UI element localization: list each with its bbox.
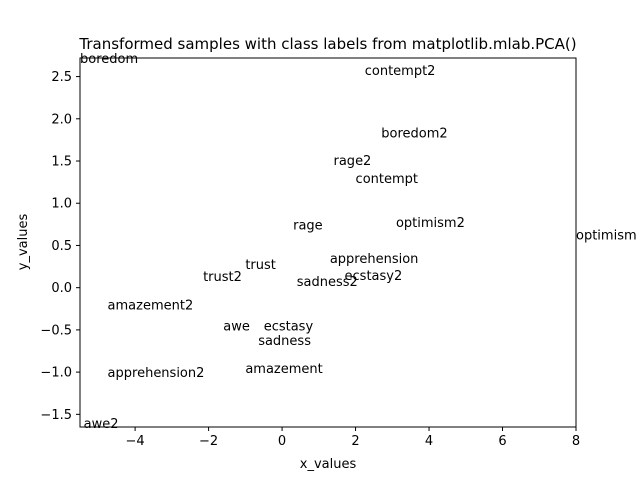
point-label-contempt: contempt <box>356 172 418 187</box>
x-tick-label: 0 <box>278 434 286 449</box>
y-tick-label: −0.5 <box>40 323 72 338</box>
x-tick-label: −2 <box>199 434 218 449</box>
point-label-trust: trust <box>245 258 276 273</box>
point-label-optimism: optimism <box>576 228 637 243</box>
point-label-sadness: sadness <box>258 334 311 349</box>
y-tick-label: −1.0 <box>40 366 72 381</box>
y-tick-label: 0.0 <box>51 281 72 296</box>
point-label-awe: awe <box>223 320 250 335</box>
point-label-ecstasy: ecstasy <box>264 320 314 335</box>
point-label-contempt2: contempt2 <box>365 64 436 79</box>
x-axis-title: x_values <box>300 457 357 472</box>
plot-area-frame <box>79 57 577 428</box>
point-label-boredom2: boredom2 <box>381 126 447 141</box>
x-tick-label: 2 <box>351 434 359 449</box>
point-label-apprehension: apprehension <box>330 252 419 267</box>
y-tick-label: 2.0 <box>51 112 72 127</box>
x-tick-label: −4 <box>126 434 145 449</box>
y-tick-label: 1.5 <box>51 155 72 170</box>
point-label-trust2: trust2 <box>203 270 242 285</box>
y-tick-label: 2.5 <box>51 70 72 85</box>
x-tick-label: 8 <box>572 434 580 449</box>
y-tick-label: 0.5 <box>51 239 72 254</box>
y-tick-label: 1.0 <box>51 197 72 212</box>
point-label-amazement: amazement <box>245 362 322 377</box>
point-label-optimism2: optimism2 <box>396 216 465 231</box>
point-label-apprehension2: apprehension2 <box>108 366 205 381</box>
chart-title: Transformed samples with class labels fr… <box>78 35 576 53</box>
point-label-rage2: rage2 <box>334 154 372 169</box>
point-label-amazement2: amazement2 <box>108 299 194 314</box>
point-label-sadness2: sadness2 <box>297 275 358 290</box>
x-axis: −4 −2 0 2 4 6 8 <box>126 427 580 449</box>
point-labels: boredom contempt2 boredom2 rage2 contempt opt… <box>80 52 637 432</box>
x-tick-label: 6 <box>498 434 506 449</box>
x-tick-label: 4 <box>425 434 433 449</box>
point-label-boredom: boredom <box>80 52 138 67</box>
point-label-ecstasy2: ecstasy2 <box>345 269 403 284</box>
y-axis-title: y_values <box>16 214 31 271</box>
y-tick-label: −1.5 <box>40 408 72 423</box>
point-label-awe2: awe2 <box>84 417 119 432</box>
point-label-rage: rage <box>293 218 323 233</box>
y-axis: −1.5 −1.0 −0.5 0.0 0.5 1.0 1.5 2.0 2.5 <box>40 70 80 423</box>
